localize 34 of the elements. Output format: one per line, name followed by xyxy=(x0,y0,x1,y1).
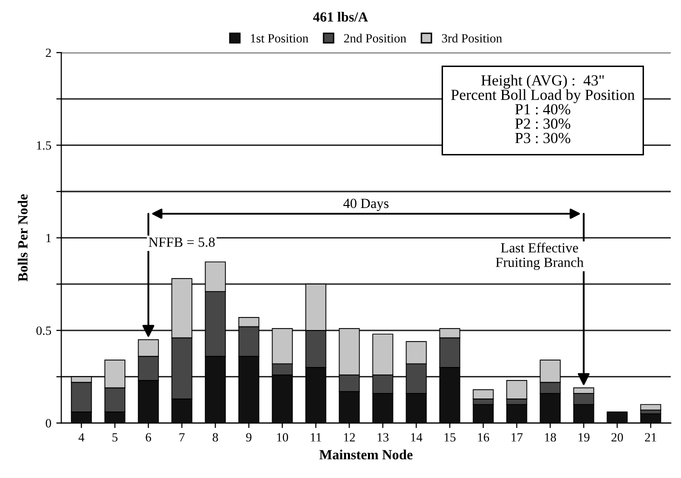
x-tick-label: 8 xyxy=(212,433,218,442)
x-tick-label: 11 xyxy=(310,433,322,442)
annotation: NFFB = 5.8 xyxy=(148,237,215,247)
x-tick-label: 21 xyxy=(644,433,656,442)
y-tick-label: 0 xyxy=(46,419,52,428)
x-tick-label: 13 xyxy=(378,433,389,442)
x-tick-label: 4 xyxy=(78,433,84,442)
y-axis-title: Bolls Per Node xyxy=(18,194,28,282)
y-tick-label: 1 xyxy=(46,234,51,242)
x-tick-label: 10 xyxy=(277,433,288,442)
legend-label: 3rd Position xyxy=(442,34,502,43)
x-tick-label: 7 xyxy=(180,433,185,442)
x-tick-label: 6 xyxy=(146,433,152,442)
legend-label: 1st Position xyxy=(250,34,308,43)
x-tick-label: 5 xyxy=(112,433,118,442)
legend-label: 2nd Position xyxy=(344,34,406,43)
annotation: Last Effective Fruiting Branch xyxy=(496,242,584,270)
x-tick-label: 14 xyxy=(411,433,422,442)
x-tick-label: 15 xyxy=(444,433,456,442)
x-tick-label: 9 xyxy=(246,433,252,442)
x-tick-label: 16 xyxy=(478,433,490,442)
bar xyxy=(640,404,662,410)
annotation: 40 Days xyxy=(343,198,388,211)
y-tick-label: 1.5 xyxy=(37,141,52,150)
chart-title: 461 lbs/A xyxy=(313,12,368,22)
y-tick-label: 0.5 xyxy=(36,326,52,335)
x-tick-label: 19 xyxy=(578,433,590,442)
x-tick-label: 17 xyxy=(512,433,523,442)
x-axis-title: Mainstem Node xyxy=(319,450,413,460)
x-tick-label: 20 xyxy=(612,433,623,442)
x-tick-label: 12 xyxy=(344,433,355,442)
annotation: Height (AVG) : 43" Percent Boll Load by Position P1 : 40% P2 : 30% P3 : 30% xyxy=(451,74,635,144)
y-tick-label: 2 xyxy=(46,48,51,57)
x-tick-label: 18 xyxy=(545,433,556,442)
